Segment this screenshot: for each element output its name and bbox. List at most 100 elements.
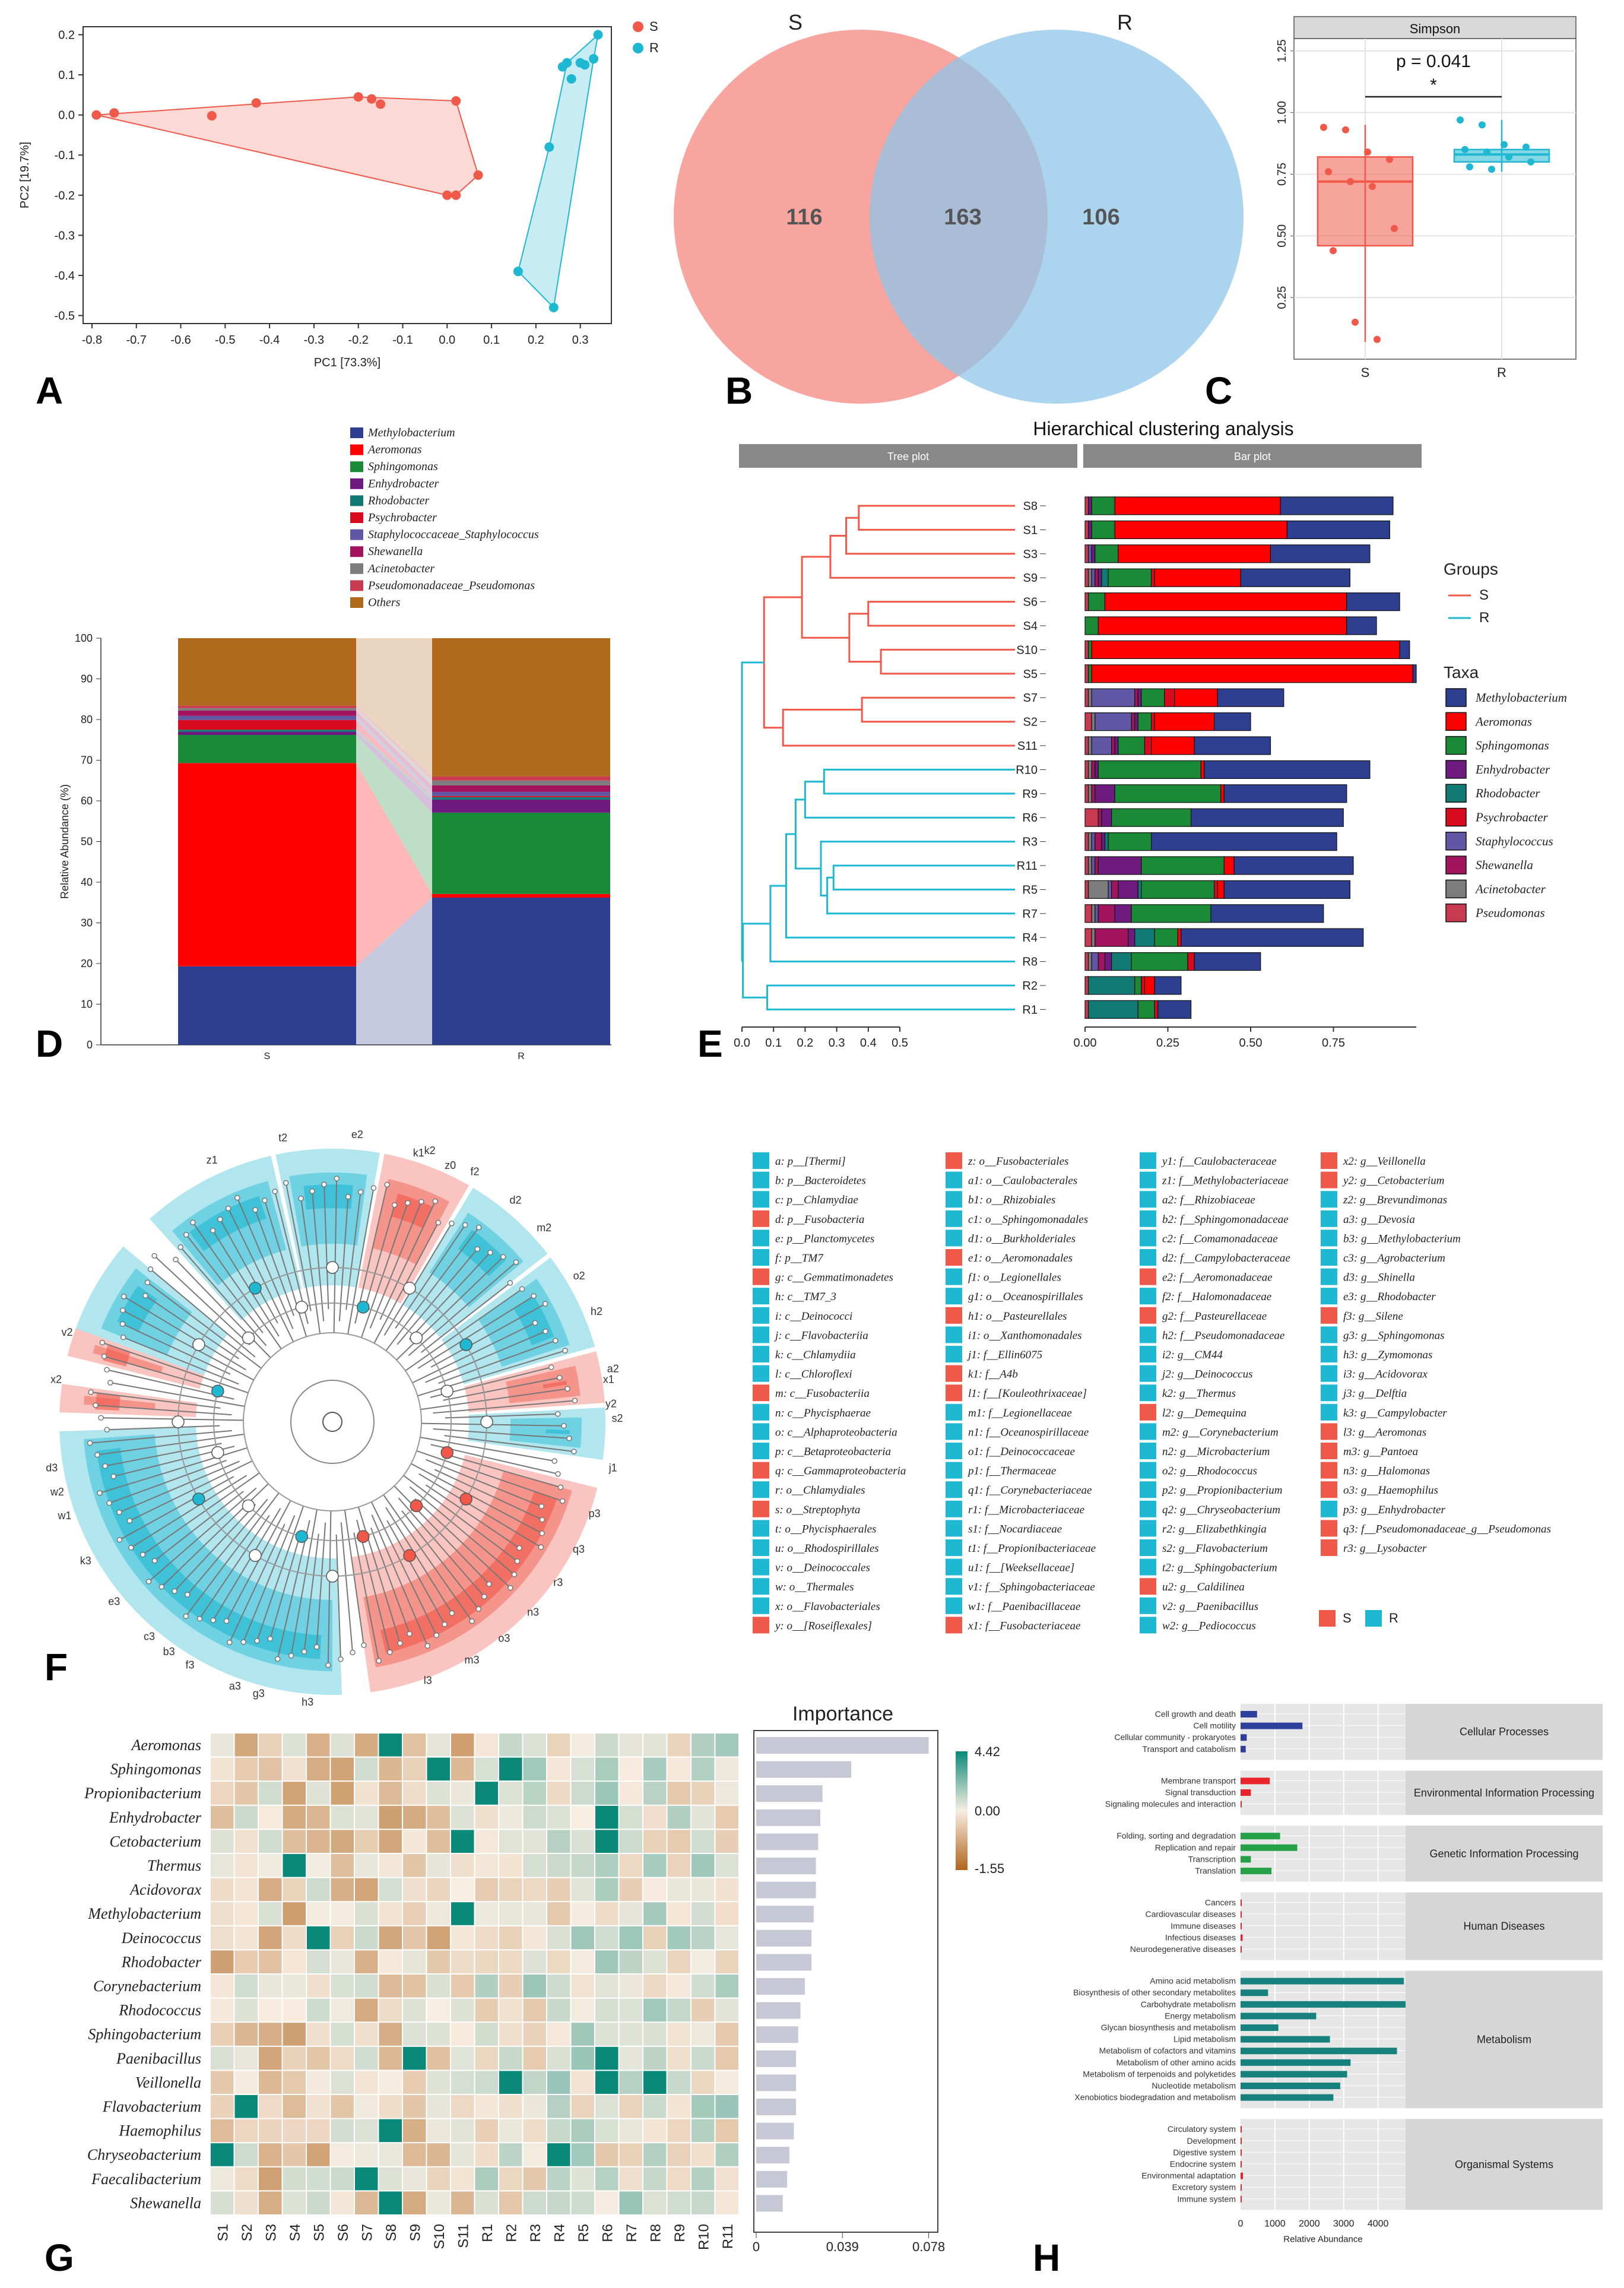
heatmap-cell: [451, 2167, 474, 2191]
stack-segment-sphingomonas: [1098, 760, 1201, 779]
stack-segment-psychrobacter: [1150, 568, 1155, 587]
clade-leaf-node: [87, 1440, 93, 1446]
heatmap-cell: [451, 1998, 474, 2022]
dendrogram-branch: [848, 613, 881, 663]
clade-branch: [290, 1509, 318, 1656]
clade-branch: [397, 1248, 478, 1345]
clade-node: [459, 1492, 472, 1506]
taxon-label: l: c__Chloroflexi: [775, 1368, 852, 1381]
stack-segment-sphingomonas: [1091, 520, 1115, 540]
clade-branch: [421, 1422, 564, 1427]
heatmap-cell: [571, 2071, 594, 2094]
heatmap-cell: [234, 1734, 258, 1757]
point-R: [557, 62, 567, 72]
clade-outer-label: w1: [57, 1510, 71, 1522]
heatmap-cell: [692, 1878, 715, 1902]
clade-branch: [316, 1522, 326, 1647]
y-tick-label: -0.5: [55, 309, 75, 322]
clade-branch: [395, 1224, 466, 1329]
pathway-bar: [1241, 1833, 1280, 1840]
stack-segment-acinetobacter: [1091, 904, 1096, 923]
legend-label: Psychrobacter: [1475, 810, 1549, 825]
heatmap-cell: [643, 1830, 667, 1853]
clade-leaf-node: [151, 1558, 158, 1564]
heatmap-cell: [427, 1854, 450, 1877]
pathway-bar: [1241, 2013, 1317, 2020]
bar-tick-label: 0.75: [1322, 1037, 1345, 1050]
pathway-bar: [1241, 2094, 1334, 2101]
stack-segment-staphylococcus: [1095, 712, 1132, 731]
heatmap-cell: [379, 1926, 402, 1950]
stack-segment-acinetobacter: [1087, 688, 1092, 707]
x-tick-label: S: [1361, 365, 1370, 380]
heatmap-cell: [571, 2023, 594, 2046]
stack-segment-enhydrobacter: [1114, 736, 1119, 755]
taxon-swatch-S: [753, 1617, 769, 1634]
point-S: [251, 98, 261, 108]
importance-tick-label: 0.039: [826, 2239, 859, 2254]
taxon-label: n1: f__Oceanospirillaceae: [968, 1426, 1089, 1438]
legend-swatch: [1445, 760, 1467, 779]
heatmap-cell: [259, 1734, 282, 1757]
heatmap-cell: [234, 2191, 258, 2214]
heatmap-cell: [283, 1998, 306, 2022]
group-strip: [1406, 1704, 1603, 1760]
sample-label: S7: [1023, 692, 1038, 705]
dendrogram-branch: [832, 864, 1015, 891]
taxon-swatch-R: [946, 1462, 962, 1479]
heatmap-cell: [667, 1734, 690, 1757]
clade-branch: [444, 1435, 575, 1452]
heatmap-cell: [307, 1757, 330, 1781]
stack-segment-psychrobacter: [1141, 976, 1146, 995]
clade-outer-label: d3: [46, 1462, 58, 1473]
clade-leaf-node: [514, 1558, 521, 1564]
x-tick-label: 4000: [1368, 2219, 1389, 2229]
heatmap-cell: [715, 2167, 738, 2191]
clade-leaf-node: [301, 1649, 307, 1655]
clade-branch: [95, 1405, 232, 1416]
group-strip: [1406, 2119, 1603, 2210]
heatmap-cell: [307, 1805, 330, 1829]
heatmap-cell: [259, 2071, 282, 2094]
box-point-S: [1347, 178, 1354, 185]
clade-branch: [174, 1504, 256, 1592]
legend-swatch-S: [1319, 1610, 1336, 1627]
sample-label: R5: [1022, 883, 1038, 896]
heatmap-cell: [307, 1950, 330, 1973]
clade-leaf-node: [475, 1606, 482, 1612]
stack-segment-pseudomonas: [1084, 712, 1092, 731]
column-label: S5: [311, 2224, 327, 2241]
clade-leaf-node: [101, 1353, 107, 1360]
heatmap-cell: [523, 1830, 546, 1853]
heatmap-cell: [571, 2046, 594, 2070]
stack-segment-methylobacterium: [1399, 640, 1410, 660]
stack-segment-methylobacterium: [1210, 904, 1324, 923]
clade-leaf-node: [252, 1207, 258, 1213]
taxon-swatch-R: [753, 1539, 769, 1556]
pathway-bar: [1241, 2036, 1330, 2043]
clade-leaf-node: [391, 1202, 398, 1208]
taxon-swatch-R: [1140, 1558, 1156, 1576]
heatmap-cell: [211, 1998, 234, 2022]
heatmap-cell: [475, 1975, 498, 1998]
stack-segment-sphingomonas: [1108, 568, 1152, 587]
heatmap-cell: [715, 1805, 738, 1829]
heatmap-cell: [715, 2191, 738, 2214]
heatmap-cell: [331, 2023, 354, 2046]
y-tick-label: -0.3: [55, 229, 75, 242]
panel-letter-H: H: [1033, 2236, 1060, 2279]
sample-label: R11: [1017, 860, 1038, 873]
legend-label: Pseudomonadaceae_Pseudomonas: [367, 579, 535, 592]
pathway-label: Amino acid metabolism: [1150, 1976, 1236, 1986]
stack-segment-pseudomonas: [1084, 592, 1089, 611]
taxon-swatch-R: [753, 1346, 769, 1362]
heatmap-cell: [355, 1950, 378, 1973]
taxon-swatch-R: [1321, 1384, 1337, 1402]
stack-segment-aeromonas: [1154, 568, 1241, 587]
stack-segment-methylobacterium: [1194, 736, 1271, 755]
clade-branch: [353, 1532, 380, 1661]
dendrogram-branch: [769, 885, 1015, 963]
clade-outer-label: f2: [470, 1165, 479, 1177]
clade-branch: [180, 1247, 267, 1346]
taxon-swatch-S: [1140, 1578, 1156, 1595]
